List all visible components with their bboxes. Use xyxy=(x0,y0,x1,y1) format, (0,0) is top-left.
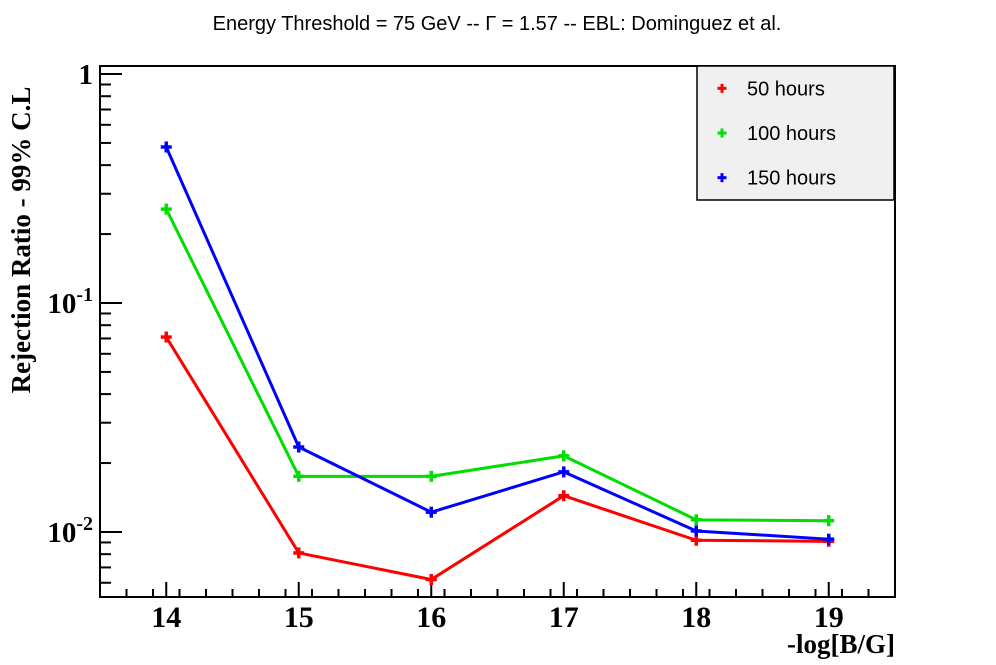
legend-marker-1 xyxy=(717,83,727,93)
legend-marker-2 xyxy=(717,128,727,138)
data-point-50-hours xyxy=(690,534,702,546)
legend-box xyxy=(696,65,895,201)
axis-ticks-group xyxy=(100,73,870,597)
y-tick-label: 1 xyxy=(79,59,94,91)
x-axis-title: -log[B/G] xyxy=(787,629,895,659)
series-50-hours xyxy=(160,331,835,586)
legend-group: 50 hours 100 hours 150 hours xyxy=(696,65,895,201)
series-line-100-hours xyxy=(164,208,829,523)
series-100-hours xyxy=(160,203,835,527)
data-point-100-hours xyxy=(558,450,570,462)
data-point-100-hours xyxy=(293,470,305,482)
x-tick-label: 18 xyxy=(681,601,711,634)
series-150-hours xyxy=(160,141,835,545)
data-series-group xyxy=(160,141,835,586)
axis-labels-group: 14 15 16 17 18 19 1 10-1 10-2 xyxy=(47,59,843,634)
series-line-150-hours xyxy=(164,146,829,541)
series-line-50-hours xyxy=(164,336,829,582)
data-point-50-hours xyxy=(160,331,172,343)
legend-label-1: 50 hours xyxy=(747,78,825,100)
data-point-150-hours xyxy=(293,441,305,453)
data-point-150-hours xyxy=(690,525,702,537)
y-axis-title: Rejection Ratio - 99% C.L xyxy=(6,87,36,394)
data-point-150-hours xyxy=(425,506,437,518)
data-point-150-hours xyxy=(823,533,835,545)
x-tick-label: 16 xyxy=(416,601,446,634)
data-point-50-hours xyxy=(293,547,305,559)
data-point-50-hours xyxy=(425,574,437,586)
x-tick-label: 19 xyxy=(814,601,844,634)
data-point-150-hours xyxy=(160,141,172,153)
legend-marker-3 xyxy=(717,173,727,183)
data-point-100-hours xyxy=(823,515,835,527)
x-tick-label: 17 xyxy=(549,601,579,634)
y-tick-label: 10-1 xyxy=(47,284,93,320)
x-tick-label: 14 xyxy=(151,601,181,634)
data-point-100-hours xyxy=(160,203,172,215)
x-tick-label: 15 xyxy=(284,601,314,634)
chart-title: Energy Threshold = 75 GeV -- Γ = 1.57 --… xyxy=(213,13,782,35)
legend-label-2: 100 hours xyxy=(747,123,836,145)
data-point-50-hours xyxy=(558,490,570,502)
data-point-100-hours xyxy=(690,514,702,526)
y-tick-label: 10-2 xyxy=(47,513,93,549)
data-point-100-hours xyxy=(425,470,437,482)
data-point-150-hours xyxy=(558,466,570,478)
legend-label-3: 150 hours xyxy=(747,168,836,190)
